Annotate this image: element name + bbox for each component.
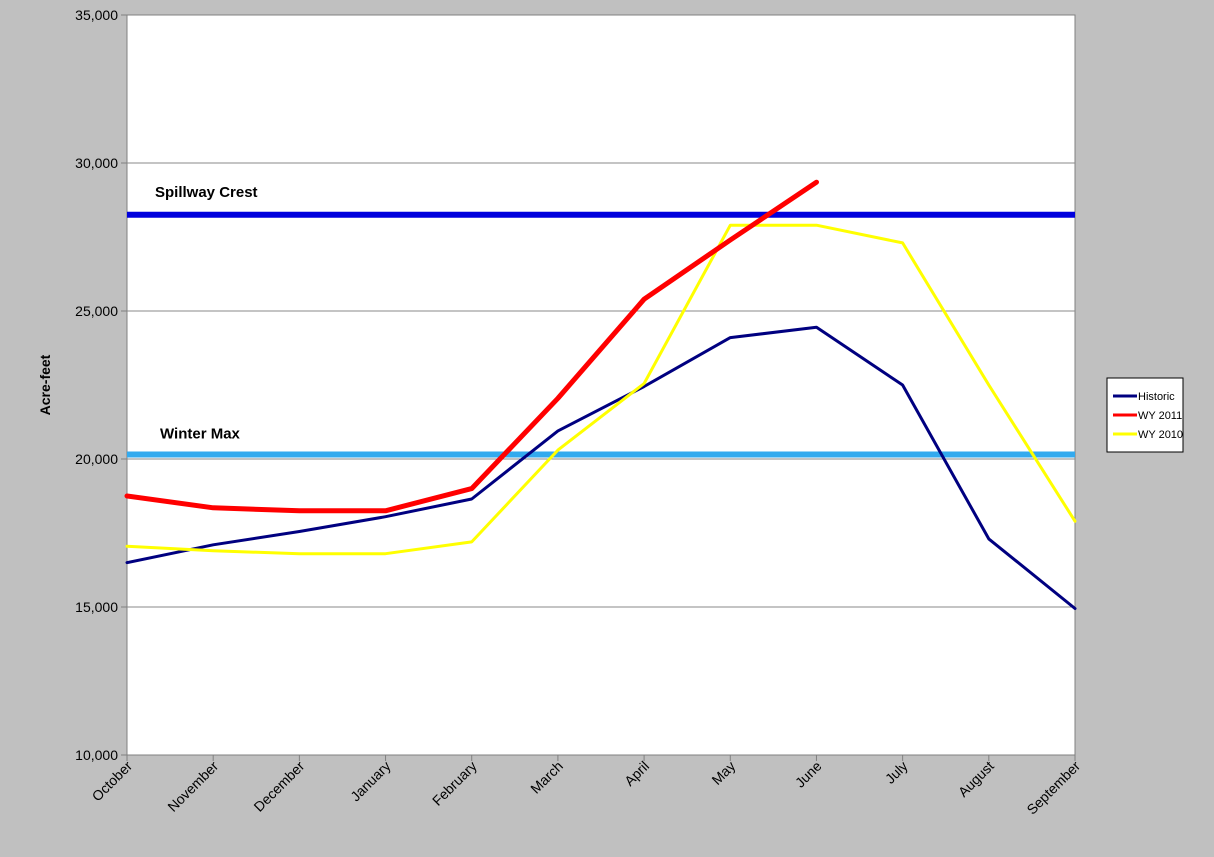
legend-label: WY 2011: [1138, 410, 1182, 422]
x-tick-label: December: [250, 758, 307, 815]
y-axis-title: Acre-feet: [37, 354, 53, 415]
x-tick-label: June: [792, 758, 825, 791]
series-line: [125, 325, 1077, 610]
y-tick-label: 20,000: [75, 451, 118, 467]
gridlines: [127, 162, 1075, 608]
y-tick-label: 15,000: [75, 599, 118, 615]
series-line: [124, 179, 819, 514]
x-tick-label: July: [882, 758, 911, 787]
x-tick-label: October: [89, 758, 136, 805]
series-lines: [124, 179, 1077, 610]
x-tick-label: February: [429, 758, 480, 809]
x-axis-ticks: October November December January February Ma…: [89, 755, 1083, 818]
y-tick-label: 25,000: [75, 303, 118, 319]
legend-label: Historic: [1138, 391, 1175, 403]
y-axis-ticks: 10,000 15,000 20,000 25,000 30,000 35,000: [75, 7, 127, 763]
x-tick-label: September: [1023, 758, 1083, 818]
series-line: [125, 223, 1077, 556]
y-tick-label: 35,000: [75, 7, 118, 23]
x-tick-label: August: [955, 758, 997, 800]
reference-lines: Spillway Crest Winter Max: [127, 184, 1075, 458]
y-tick-label: 30,000: [75, 155, 118, 171]
x-tick-label: April: [621, 758, 652, 789]
legend-label: WY 2010: [1138, 429, 1183, 441]
x-tick-label: January: [347, 758, 394, 805]
x-tick-label: March: [527, 758, 566, 797]
x-tick-label: November: [164, 758, 221, 815]
legend: Historic WY 2011 WY 2010: [1106, 377, 1184, 453]
x-tick-label: May: [708, 758, 738, 788]
y-tick-label: 10,000: [75, 747, 118, 763]
reference-line-label: Winter Max: [160, 426, 241, 443]
plot-area: [126, 14, 1076, 756]
reference-line-label: Spillway Crest: [155, 184, 258, 201]
